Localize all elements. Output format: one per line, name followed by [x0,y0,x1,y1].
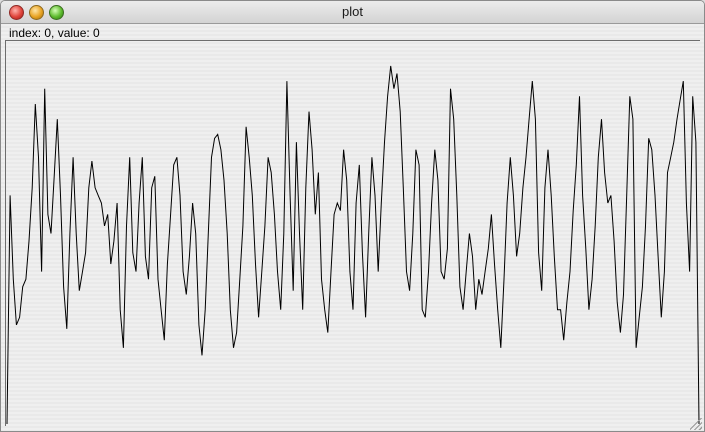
minimize-button[interactable] [29,5,44,20]
title-bar[interactable]: plot [1,1,704,24]
plot-canvas[interactable] [6,41,700,426]
plot-area[interactable] [5,40,700,426]
close-button[interactable] [9,5,24,20]
window-title: plot [342,4,363,19]
plot-series-line [6,65,700,425]
window-content: index: 0, value: 0 [1,24,704,431]
zoom-button[interactable] [49,5,64,20]
resize-grip-icon[interactable] [690,418,702,430]
status-readout: index: 0, value: 0 [9,26,100,40]
